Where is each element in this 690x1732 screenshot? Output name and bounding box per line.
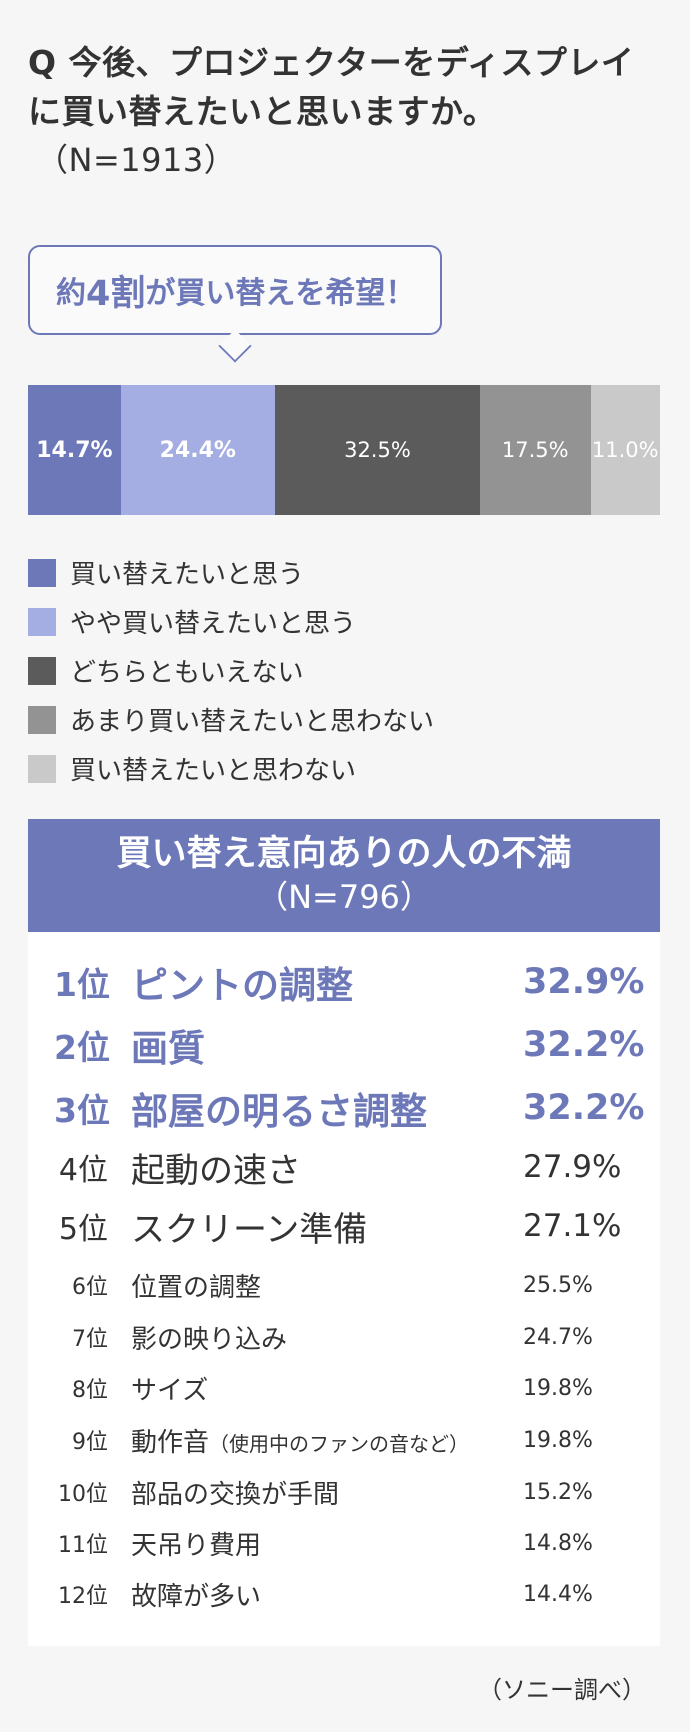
legend-swatch (28, 656, 56, 685)
ranking-percent: 19.8% (523, 1375, 593, 1401)
legend-swatch (28, 754, 56, 783)
ranking-title: 買い替え意向ありの人の不満 (116, 834, 572, 874)
legend-swatch (28, 705, 56, 734)
ranking-label: 天吊り費用 (131, 1530, 262, 1561)
legend-swatch (28, 607, 56, 636)
ranking-label: 部品の交換が手間 (131, 1479, 340, 1510)
bar-segment-4: 17.5% (480, 385, 591, 515)
source-note: （ソニー調べ） (478, 1676, 646, 1704)
bar-segment-1: 14.7% (28, 385, 121, 515)
legend-label: あまり買い替えたいと思わない (70, 707, 435, 737)
legend-label: 買い替えたいと思う (70, 560, 305, 590)
ranking-rank: 11位 (58, 1533, 108, 1558)
ranking-label: 動作音（使用中のファンの音など） (131, 1427, 470, 1458)
bar-segment-label: 32.5% (344, 438, 411, 462)
ranking-label: 画質 (131, 1027, 205, 1070)
callout-pre: 約 (56, 276, 86, 311)
legend-label: やや買い替えたいと思う (70, 609, 357, 639)
ranking-row: 3位 部屋の明るさ調整 32.2% (28, 1086, 660, 1133)
ranking-row: 9位 動作音（使用中のファンの音など） 19.8% (28, 1418, 660, 1462)
legend-label: どちらともいえない (70, 658, 304, 688)
ranking-percent: 14.4% (523, 1581, 593, 1607)
ranking-percent: 32.2% (523, 1088, 645, 1128)
ranking-rank: 3位 (54, 1091, 110, 1130)
legend-item: どちらともいえない (28, 646, 434, 695)
ranking-rank: 2位 (54, 1028, 110, 1067)
legend: 買い替えたいと思うやや買い替えたいと思う どちらともいえないあまり買い替えたいと思… (28, 548, 434, 793)
callout-box: 約 4割 が買い替えを希望！ (28, 245, 442, 335)
ranking-label: 位置の調整 (131, 1272, 262, 1303)
ranking-percent: 27.1% (523, 1208, 622, 1244)
ranking-percent: 25.5% (523, 1272, 593, 1298)
legend-item: 買い替えたいと思う (28, 548, 434, 597)
ranking-label: ピントの調整 (131, 964, 353, 1007)
ranking-row: 2位 画質 32.2% (28, 1023, 660, 1070)
bar-segment-label: 17.5% (501, 438, 569, 462)
ranking-label: 影の映り込み (131, 1324, 288, 1355)
ranking-header: 買い替え意向ありの人の不満 （N=796） (28, 819, 660, 932)
ranking-row: 11位 天吊り費用 14.8% (28, 1521, 660, 1565)
legend-label: 買い替えたいと思わない (70, 756, 357, 786)
ranking-row: 5位 スクリーン準備 27.1% (28, 1204, 660, 1250)
ranking-label: スクリーン準備 (131, 1209, 368, 1250)
ranking-rank: 12位 (58, 1584, 108, 1609)
legend-item: あまり買い替えたいと思わない (28, 695, 434, 744)
ranking-percent: 19.8% (523, 1427, 593, 1453)
ranking-rank: 1位 (54, 965, 110, 1004)
bar-segment-label: 11.0% (591, 438, 659, 462)
callout-post: が買い替えを希望！ (145, 276, 416, 311)
ranking-row: 10位 部品の交換が手間 15.2% (28, 1470, 660, 1514)
ranking-percent: 14.8% (523, 1530, 593, 1556)
ranking-percent: 15.2% (523, 1479, 593, 1505)
ranking-note: （使用中のファンの音など） (209, 1431, 470, 1456)
legend-swatch (28, 558, 56, 587)
ranking-rank: 5位 (58, 1212, 108, 1247)
ranking-row: 6位 位置の調整 25.5% (28, 1263, 660, 1307)
ranking-label: 故障が多い (131, 1581, 262, 1612)
question-title: Q 今後、プロジェクターをディスプレイに買い替えたいと思いますか。 （N=191… (28, 38, 658, 185)
ranking-percent: 32.9% (523, 962, 645, 1002)
ranking-percent: 32.2% (523, 1025, 645, 1065)
bar-segment-label: 24.4% (159, 437, 236, 463)
ranking-row: 1位 ピントの調整 32.9% (28, 960, 660, 1007)
question-text: Q 今後、プロジェクターをディスプレイに買い替えたいと思いますか。 (28, 43, 635, 131)
bar-segment-label: 14.7% (36, 437, 113, 463)
bar-segment-2: 24.4% (120, 385, 275, 515)
legend-item: やや買い替えたいと思う (28, 597, 434, 646)
ranking-rank: 7位 (72, 1327, 108, 1352)
stacked-bar: 14.7% 24.4% 32.5% 17.5% 11.0% (28, 385, 660, 515)
question-sample-size: （N=1913） (36, 141, 237, 179)
ranking-percent: 27.9% (523, 1149, 622, 1185)
ranking-row: 4位 起動の速さ 27.9% (28, 1145, 660, 1191)
ranking-sample-size: （N=796） (256, 878, 432, 916)
ranking-percent: 24.7% (523, 1324, 593, 1350)
ranking-label: サイズ (131, 1375, 209, 1406)
bar-segment-5: 11.0% (590, 385, 660, 515)
ranking-rank: 8位 (72, 1378, 108, 1403)
ranking-rank: 6位 (72, 1275, 108, 1300)
ranking-rank: 10位 (58, 1482, 108, 1507)
ranking-rank: 9位 (72, 1430, 108, 1455)
ranking-row: 8位 サイズ 19.8% (28, 1366, 660, 1410)
callout-highlight: 4割 (86, 273, 146, 314)
ranking-label: 起動の速さ (131, 1150, 301, 1191)
ranking-label: 部屋の明るさ調整 (131, 1090, 427, 1133)
ranking-row: 7位 影の映り込み 24.7% (28, 1315, 660, 1359)
bar-segment-3: 32.5% (274, 385, 481, 515)
ranking-rank: 4位 (58, 1153, 108, 1188)
legend-item: 買い替えたいと思わない (28, 744, 434, 793)
ranking-list: 1位 ピントの調整 32.9% 2位 画質 32.2% 3位 部屋の明るさ調整 32.2% 4位起… (28, 932, 660, 1646)
ranking-row: 12位 故障が多い 14.4% (28, 1572, 660, 1616)
